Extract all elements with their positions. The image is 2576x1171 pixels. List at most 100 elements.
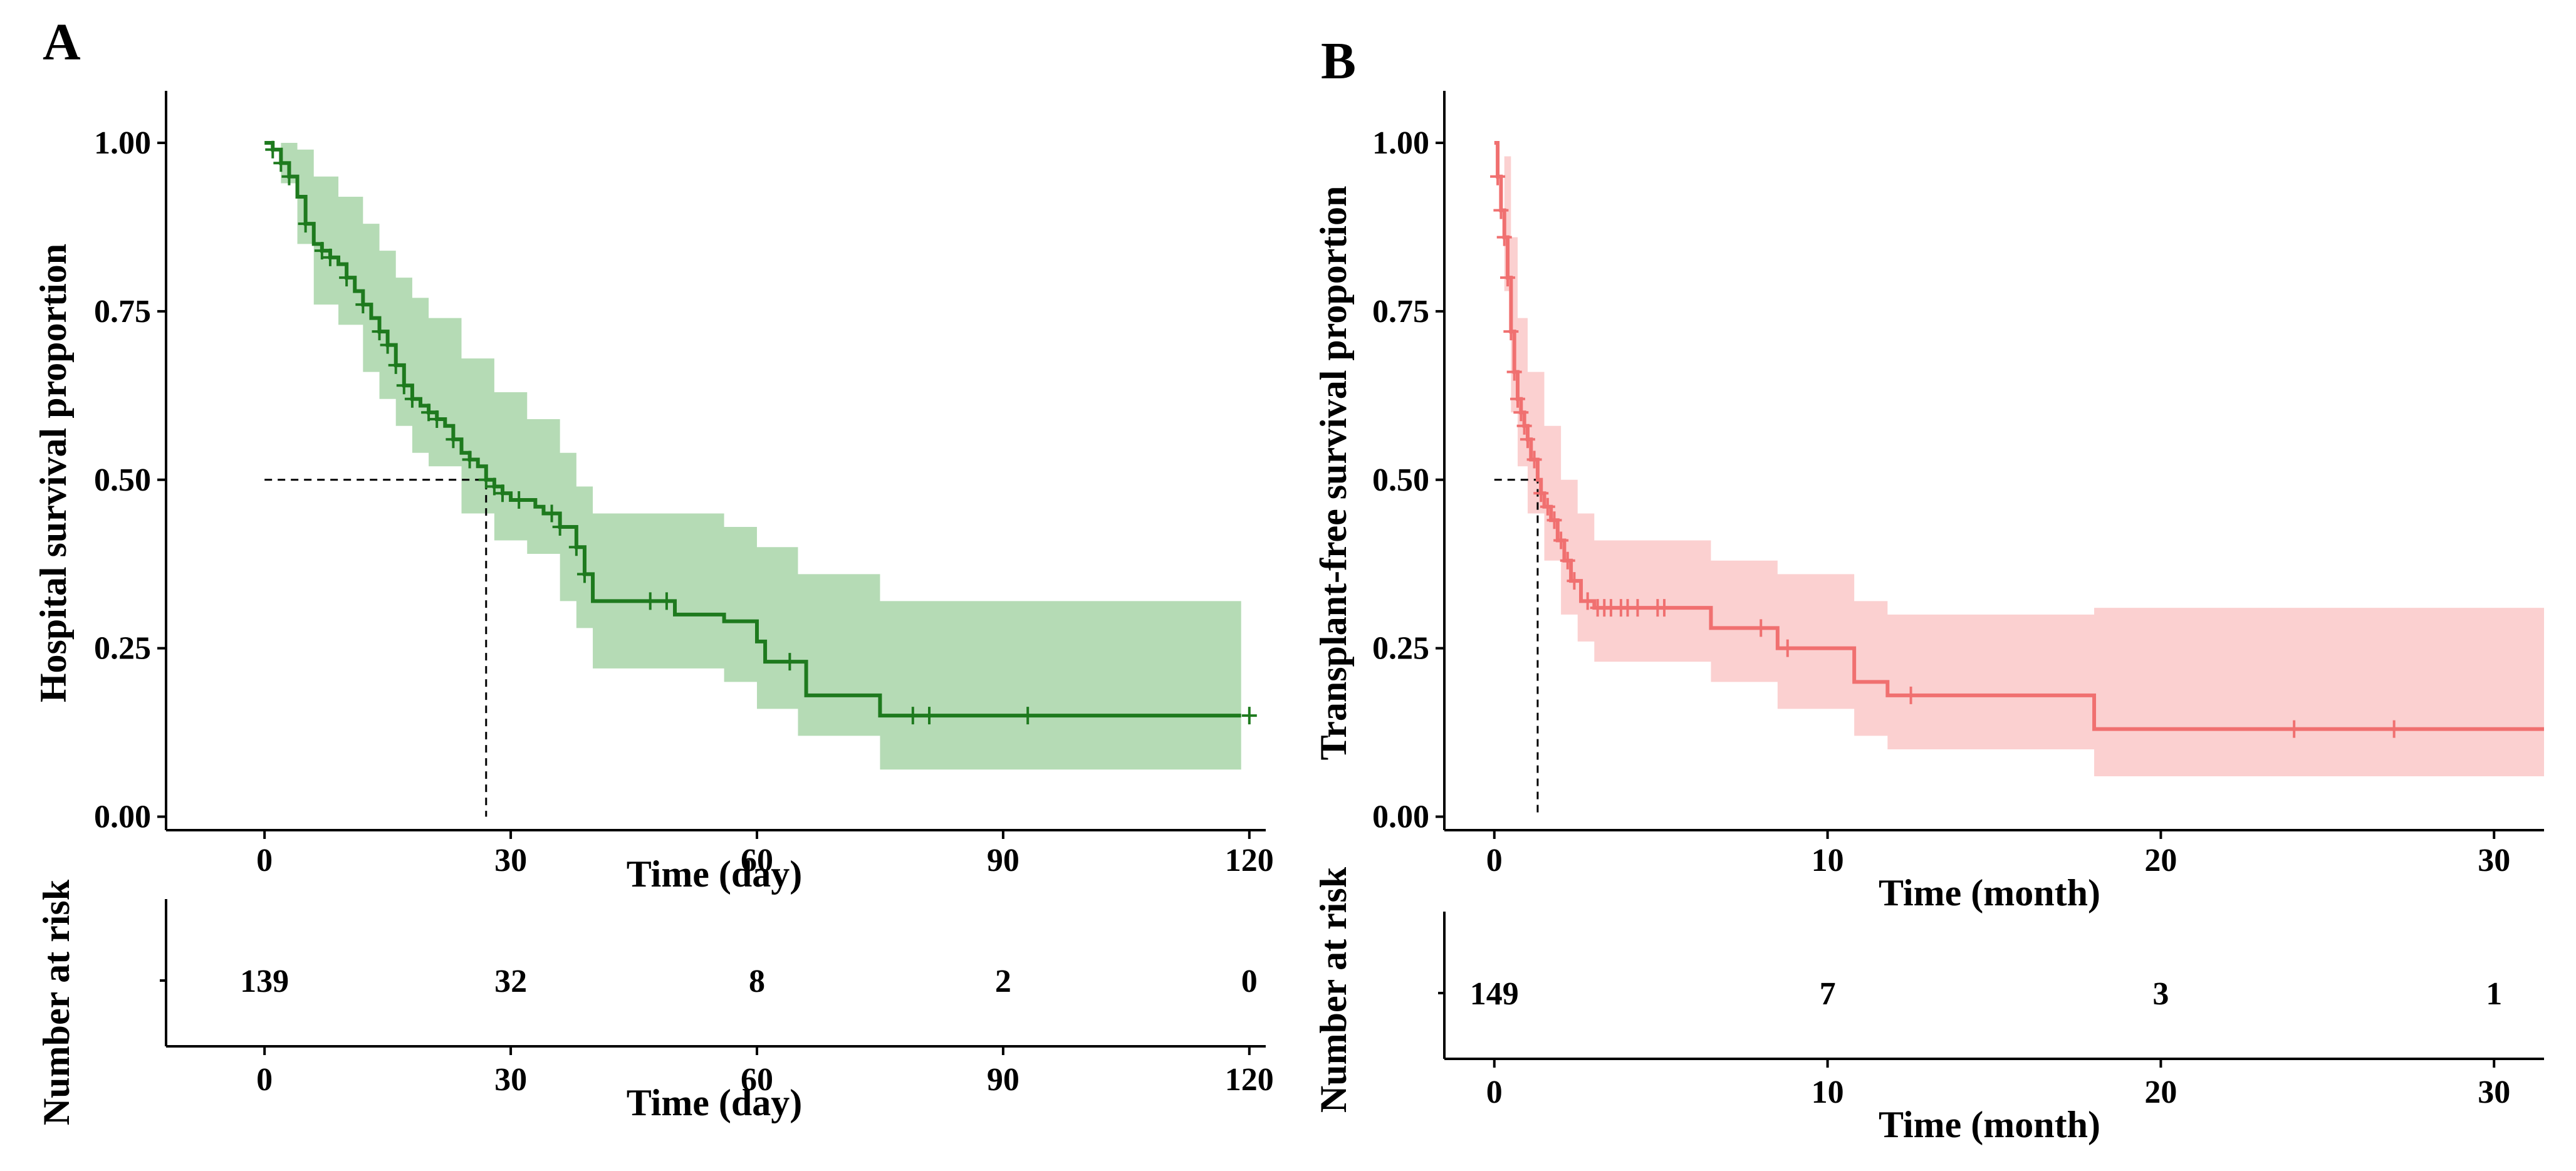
risk-x-tick-label: 0 (1486, 1075, 1503, 1110)
panel-a: 0.00 0.25 0.50 0.75 1.00 0 30 60 90 120 Time (day)… (33, 91, 1274, 1125)
risk-x-tick-label: 120 (1225, 1062, 1274, 1098)
censor-mark (1567, 572, 1582, 590)
risk-table-label: Number at risk (36, 879, 77, 1125)
censor-mark (1533, 484, 1549, 502)
censor-mark (1546, 511, 1562, 529)
censor-mark (1020, 707, 1036, 725)
y-axis-title: Hospital survival proportion (33, 244, 74, 702)
risk-x-tick-label: 30 (494, 1062, 527, 1098)
x-tick-label: 20 (2144, 843, 2177, 878)
censor-mark (1490, 167, 1506, 185)
censor-mark (396, 377, 412, 395)
median-survival-line (1494, 479, 1539, 817)
y-tick-label: 0.00 (1372, 799, 1429, 835)
censor-mark (659, 592, 674, 610)
x-tick-label: 60 (741, 843, 773, 878)
risk-x-tick-label: 30 (2478, 1075, 2510, 1110)
censor-mark (298, 215, 313, 233)
x-tick-label: 30 (494, 843, 527, 878)
risk-x-axis-title: Time (day) (627, 1082, 803, 1123)
risk-x-tick-label: 90 (987, 1062, 1019, 1098)
censor-mark (494, 484, 510, 502)
censor-mark (1553, 531, 1569, 549)
y-tick-label: 1.00 (1372, 125, 1429, 161)
censor-mark (1496, 228, 1512, 246)
censor-mark (1560, 551, 1575, 570)
risk-table: 139 0 32 30 8 60 2 90 0 120 Time (day) Number at ri… (36, 879, 1274, 1125)
censor-mark (782, 653, 798, 671)
censor-mark (1506, 363, 1522, 381)
censor-mark (355, 296, 371, 314)
risk-count: 0 (1241, 964, 1258, 999)
risk-count: 139 (240, 964, 289, 999)
y-tick-label: 0.25 (94, 631, 151, 667)
censor-mark (1241, 707, 1257, 725)
censor-mark (576, 565, 592, 583)
censor-mark (388, 356, 404, 374)
censor-mark (404, 390, 420, 408)
censor-mark (478, 471, 494, 489)
risk-table-label: Number at risk (1313, 867, 1354, 1113)
y-tick-label: 0.75 (1372, 294, 1429, 330)
risk-x-tick-label: 10 (1812, 1075, 1844, 1110)
censor-mark (372, 323, 387, 341)
censor-mark (273, 154, 289, 172)
censor-mark (511, 491, 527, 509)
censor-mark (314, 242, 330, 260)
censor-mark (552, 518, 568, 536)
risk-count: 2 (995, 964, 1011, 999)
x-tick-label: 90 (987, 843, 1019, 878)
y-tick-label: 0.25 (1372, 631, 1429, 667)
censor-mark (281, 167, 297, 185)
censor-mark (462, 450, 477, 469)
y-tick-label: 0.00 (94, 799, 151, 835)
risk-count: 32 (494, 964, 527, 999)
censor-mark (421, 403, 437, 422)
risk-x-tick-label: 60 (741, 1062, 773, 1098)
censor-mark (1526, 450, 1542, 469)
risk-count: 3 (2152, 976, 2169, 1012)
risk-table: 149 0 7 10 3 20 1 30 Time (month) Number at risk (1313, 867, 2544, 1145)
censor-mark (1780, 639, 1795, 657)
censor-mark (905, 707, 920, 725)
y-tick-label: 0.50 (94, 462, 151, 498)
censor-mark (446, 430, 461, 449)
censor-mark (486, 477, 502, 496)
x-tick-label: 10 (1812, 843, 1844, 878)
panel-letter-a: A (43, 13, 81, 71)
censor-mark (1753, 619, 1769, 637)
censor-mark (1520, 430, 1535, 449)
censor-mark (2287, 720, 2302, 738)
x-axis-title: Time (month) (1879, 872, 2100, 913)
y-tick-label: 0.50 (1372, 462, 1429, 498)
censor-mark (922, 707, 937, 725)
censor-mark (1657, 599, 1672, 617)
confidence-band (264, 143, 1241, 770)
censor-mark (1503, 323, 1519, 341)
x-tick-label: 30 (2478, 843, 2510, 878)
y-tick-label: 1.00 (94, 125, 151, 161)
confidence-band (1494, 143, 2544, 776)
censor-mark (568, 538, 584, 556)
y-tick-label: 0.75 (94, 294, 151, 330)
x-axis-title: Time (day) (627, 853, 803, 895)
censor-mark (544, 504, 560, 523)
risk-x-tick-label: 0 (256, 1062, 273, 1098)
risk-count: 7 (1820, 976, 1836, 1012)
censor-mark (1903, 686, 1919, 704)
censor-mark (265, 140, 281, 159)
censor-mark (1540, 497, 1555, 516)
censor-mark (1630, 599, 1645, 617)
censor-mark (642, 592, 658, 610)
risk-count: 8 (749, 964, 765, 999)
censor-mark (1513, 403, 1529, 422)
censor-mark (1516, 417, 1532, 435)
x-tick-label: 0 (256, 843, 273, 878)
risk-x-axis-title: Time (month) (1879, 1104, 2100, 1145)
risk-count: 149 (1470, 976, 1519, 1012)
censor-mark (1500, 269, 1516, 287)
y-axis-title: Transplant-free survival proportion (1313, 186, 1354, 761)
x-tick-label: 0 (1486, 843, 1503, 878)
